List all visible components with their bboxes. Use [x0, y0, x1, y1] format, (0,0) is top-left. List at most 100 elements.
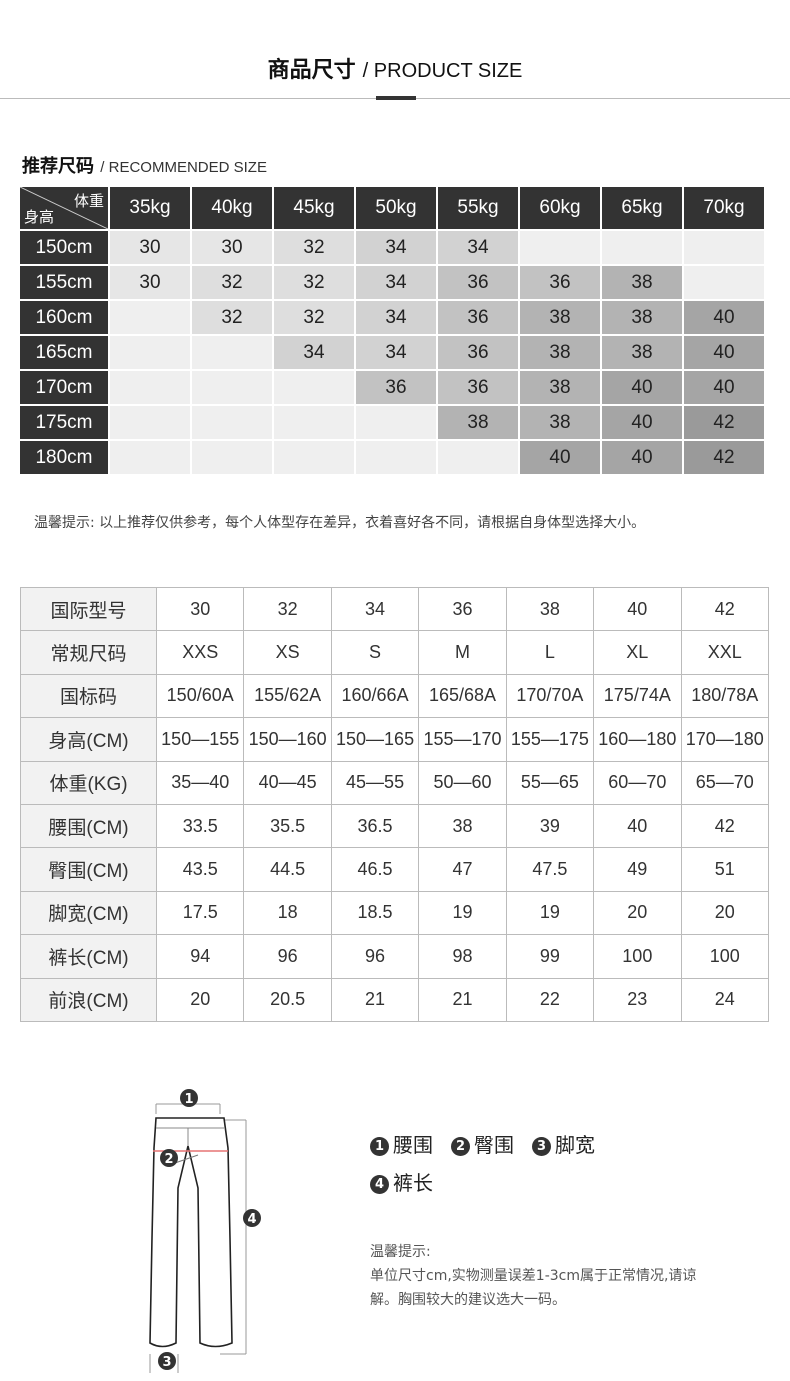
weight-header: 65kg — [602, 187, 682, 229]
table-cell: 150—165 — [330, 717, 420, 762]
table-cell: 94 — [155, 934, 245, 979]
size-cell: 36 — [520, 266, 600, 299]
table-row: 170cm 36 36 38 40 40 — [20, 371, 764, 404]
table-cell: 17.5 — [155, 890, 245, 936]
table-row: 身高(CM) 150—155 150—160 150—165 155—170 155—17… — [20, 717, 770, 762]
table-cell: 51 — [680, 847, 770, 892]
weight-header: 60kg — [520, 187, 600, 229]
weight-header: 55kg — [438, 187, 518, 229]
table-row: 175cm 38 38 40 42 — [20, 406, 764, 439]
table-cell: 170/70A — [505, 673, 595, 719]
table-cell: 55—65 — [505, 760, 595, 805]
pants-diagram: 1 2 3 4 — [149, 1089, 261, 1373]
measurement-legend: 1 腰围 2 臀围 3 脚宽 4 裤长 — [370, 1126, 613, 1202]
table-row: 前浪(CM) 20 20.5 21 21 22 23 24 — [20, 977, 770, 1022]
table-row: 腰围(CM) 33.5 35.5 36.5 38 39 40 42 — [20, 803, 770, 849]
size-cell — [192, 336, 272, 369]
table-cell: 20 — [593, 890, 682, 936]
table-cell: 24 — [680, 977, 770, 1022]
size-cell: 42 — [684, 441, 764, 474]
table-cell: 19 — [418, 890, 507, 936]
svg-text:4: 4 — [247, 1212, 256, 1227]
table-row: 150cm 30 30 32 34 34 — [20, 231, 764, 264]
table-cell: 32 — [243, 586, 332, 632]
size-cell: 42 — [684, 406, 764, 439]
table-cell: 96 — [330, 934, 420, 979]
size-cell — [192, 406, 272, 439]
size-cell: 32 — [274, 301, 354, 334]
table-cell: 36.5 — [330, 803, 420, 849]
table-cell: 160—180 — [593, 717, 682, 762]
row-label: 身高(CM) — [20, 717, 157, 762]
table-row: 165cm 34 34 36 38 38 40 — [20, 336, 764, 369]
table-cell: 23 — [593, 977, 682, 1022]
size-cell — [274, 441, 354, 474]
table-cell: 100 — [593, 934, 682, 979]
marker-3: 3 — [158, 1352, 176, 1370]
size-cell: 34 — [356, 301, 436, 334]
table-cell: 18.5 — [330, 890, 420, 936]
table-cell: 49 — [593, 847, 682, 892]
size-cell — [602, 231, 682, 264]
row-label: 臀围(CM) — [20, 847, 157, 892]
size-cell — [356, 441, 436, 474]
size-cell: 36 — [356, 371, 436, 404]
table-cell: 44.5 — [243, 847, 332, 892]
size-cell: 32 — [192, 301, 272, 334]
size-cell: 40 — [602, 371, 682, 404]
height-header: 150cm — [20, 231, 108, 264]
row-label: 国际型号 — [20, 586, 157, 632]
size-cell: 34 — [356, 336, 436, 369]
marker-2: 2 — [160, 1149, 178, 1167]
weight-header: 45kg — [274, 187, 354, 229]
table-cell: 40 — [593, 586, 682, 632]
table-cell: 46.5 — [330, 847, 420, 892]
table-cell: 38 — [418, 803, 507, 849]
table-cell: 155—175 — [505, 717, 595, 762]
size-cell: 40 — [602, 441, 682, 474]
table-row: 160cm 32 32 34 36 38 38 40 — [20, 301, 764, 334]
table-cell: S — [330, 630, 420, 675]
table-cell: 40 — [593, 803, 682, 849]
table-cell: L — [505, 630, 595, 675]
size-cell: 32 — [192, 266, 272, 299]
size-cell: 34 — [274, 336, 354, 369]
recommendation-tip: 温馨提示: 以上推荐仅供参考，每个人体型存在差异，衣着喜好各不同，请根据自身体型… — [34, 515, 646, 531]
size-cell: 32 — [274, 266, 354, 299]
size-cell: 34 — [356, 266, 436, 299]
table-row: 臀围(CM) 43.5 44.5 46.5 47 47.5 49 51 — [20, 847, 770, 892]
table-cell: 155—170 — [418, 717, 507, 762]
table-row: 180cm 40 40 42 — [20, 441, 764, 474]
marker-4: 4 — [243, 1209, 261, 1227]
table-cell: 38 — [505, 586, 595, 632]
size-cell: 34 — [438, 231, 518, 264]
row-label: 脚宽(CM) — [20, 890, 157, 936]
size-cell: 36 — [438, 336, 518, 369]
height-header: 165cm — [20, 336, 108, 369]
table-cell: 50—60 — [418, 760, 507, 805]
size-cell: 36 — [438, 301, 518, 334]
size-cell — [110, 301, 190, 334]
table-row: 体重(KG) 35—40 40—45 45—55 50—60 55—65 60—70 65—7… — [20, 760, 770, 805]
table-cell: XXL — [680, 630, 770, 675]
table-cell: 33.5 — [155, 803, 245, 849]
size-cell: 36 — [438, 371, 518, 404]
table-cell: 160/66A — [330, 673, 420, 719]
table-cell: 35.5 — [243, 803, 332, 849]
table-cell: 42 — [680, 586, 770, 632]
table-cell: 150—160 — [243, 717, 332, 762]
weight-header: 35kg — [110, 187, 190, 229]
size-cell: 38 — [520, 371, 600, 404]
divider-accent — [376, 96, 416, 100]
row-label: 常规尺码 — [20, 630, 157, 675]
table-cell: 30 — [155, 586, 245, 632]
size-cell: 40 — [520, 441, 600, 474]
size-cell: 34 — [356, 231, 436, 264]
table-cell: 155/62A — [243, 673, 332, 719]
row-label: 体重(KG) — [20, 760, 157, 805]
size-cell: 40 — [684, 301, 764, 334]
table-cell: 21 — [330, 977, 420, 1022]
size-cell: 38 — [602, 336, 682, 369]
table-cell: 40—45 — [243, 760, 332, 805]
table-cell: 47.5 — [505, 847, 595, 892]
